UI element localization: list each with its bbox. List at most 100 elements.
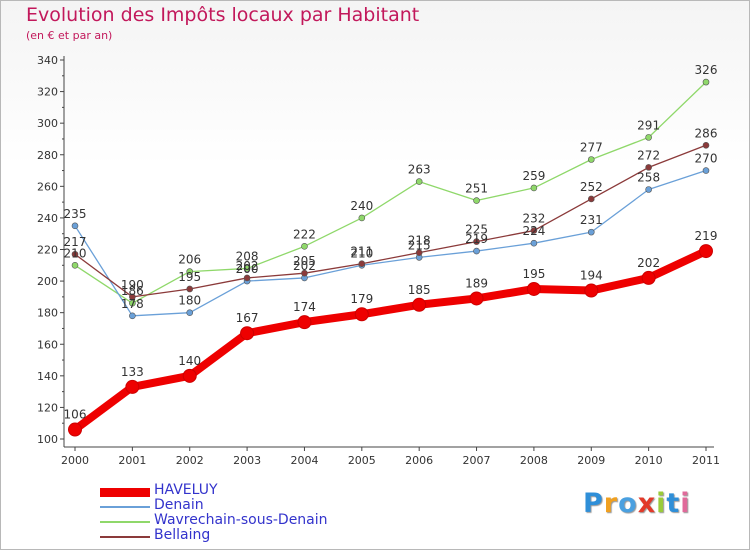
data-label-denain: 215 <box>408 238 431 252</box>
data-label-bellaing: 232 <box>522 212 545 226</box>
data-point-haveluy <box>526 281 541 296</box>
data-point-wavrechain-sous-denain <box>186 268 194 275</box>
series-line-haveluy <box>71 247 710 434</box>
data-label-denain: 200 <box>236 262 259 276</box>
data-label-haveluy: 185 <box>408 283 431 297</box>
y-tick-label: 180 <box>37 307 58 320</box>
logo-letter: r <box>603 488 619 519</box>
data-point-bellaing <box>587 195 595 203</box>
logo-letter: o <box>618 488 638 519</box>
logo-letter: t <box>666 488 681 519</box>
chart-title: Evolution des Impôts locaux par Habitant <box>26 4 420 26</box>
data-label-bellaing: 225 <box>465 223 488 237</box>
x-tick-label: 2008 <box>520 454 548 467</box>
x-tick-label: 2003 <box>233 454 261 467</box>
data-point-bellaing <box>415 249 423 256</box>
logo-letter: i <box>680 488 691 519</box>
data-label-wavrechain-sous-denain: 208 <box>236 249 259 263</box>
data-point-denain <box>473 247 480 255</box>
data-label-wavrechain-sous-denain: 210 <box>64 246 87 260</box>
data-point-wavrechain-sous-denain <box>415 178 423 185</box>
data-point-haveluy <box>297 315 312 330</box>
data-point-haveluy <box>412 297 427 312</box>
data-label-wavrechain-sous-denain: 240 <box>350 199 373 213</box>
data-point-bellaing <box>358 260 366 268</box>
y-tick-label: 240 <box>37 212 58 225</box>
series-line-wavrechain-sous-denain <box>74 81 707 304</box>
x-tick-label: 2006 <box>405 454 433 467</box>
y-tick-label: 260 <box>37 180 58 193</box>
series-line-denain <box>74 169 707 317</box>
legend-item-denain: Denain <box>100 497 400 515</box>
y-tick-label: 200 <box>37 275 58 288</box>
data-label-haveluy: 140 <box>178 354 201 368</box>
data-label-bellaing: 211 <box>350 245 373 259</box>
data-point-wavrechain-sous-denain <box>702 78 710 86</box>
logo-letter: x <box>637 488 657 519</box>
data-point-wavrechain-sous-denain <box>587 156 595 163</box>
data-label-denain: 210 <box>350 246 373 260</box>
y-tick-label: 100 <box>37 433 58 446</box>
data-point-bellaing <box>301 269 308 277</box>
data-label-bellaing: 217 <box>64 235 87 249</box>
x-tick-label: 2005 <box>348 454 376 467</box>
data-label-wavrechain-sous-denain: 251 <box>465 182 488 196</box>
data-label-denain: 178 <box>121 297 144 311</box>
legend-swatch-wavrechain <box>100 521 150 523</box>
x-tick-label: 2004 <box>290 454 318 467</box>
y-tick-label: 340 <box>37 54 58 67</box>
data-label-denain: 258 <box>637 170 660 184</box>
x-tick-label: 2010 <box>635 454 663 467</box>
legend-swatch-bellaing <box>100 536 150 538</box>
x-tick-label: 2009 <box>577 454 605 467</box>
data-point-bellaing <box>645 164 652 171</box>
data-label-haveluy: 179 <box>350 292 373 306</box>
data-point-haveluy <box>469 291 484 306</box>
data-label-denain: 235 <box>64 207 87 221</box>
data-point-haveluy <box>641 270 656 285</box>
data-label-denain: 231 <box>580 213 603 227</box>
data-point-haveluy <box>584 283 599 298</box>
data-point-denain <box>530 239 538 247</box>
x-tick-label: 2007 <box>463 454 491 467</box>
data-point-denain <box>129 312 136 320</box>
data-point-haveluy <box>68 422 82 437</box>
series-line-bellaing <box>74 144 707 298</box>
data-point-haveluy <box>182 368 197 383</box>
legend-item-bellaing: Bellaing <box>100 527 400 545</box>
data-label-bellaing: 195 <box>178 270 201 284</box>
data-label-haveluy: 167 <box>236 311 259 325</box>
y-tick-label: 300 <box>37 117 58 130</box>
legend-label-denain: Denain <box>154 497 204 513</box>
legend-label-bellaing: Bellaing <box>154 527 211 543</box>
data-label-bellaing: 205 <box>293 254 316 268</box>
data-point-haveluy <box>354 307 369 322</box>
data-point-haveluy <box>125 379 140 394</box>
y-tick-label: 140 <box>37 370 58 383</box>
x-tick-label: 2000 <box>61 454 89 467</box>
proxiti-logo: Proxiti <box>583 488 691 519</box>
data-label-bellaing: 218 <box>408 234 431 248</box>
logo-letter: P <box>583 488 604 519</box>
data-point-bellaing <box>243 274 251 282</box>
x-tick-label: 2002 <box>176 454 204 467</box>
chart-subtitle: (en € et par an) <box>26 29 113 42</box>
data-point-wavrechain-sous-denain <box>358 214 366 222</box>
legend-swatch-haveluy <box>100 488 150 497</box>
data-label-haveluy: 106 <box>64 408 87 422</box>
data-label-denain: 180 <box>178 294 201 308</box>
data-label-denain: 219 <box>465 232 488 246</box>
data-label-bellaing: 202 <box>236 259 259 273</box>
y-tick-label: 280 <box>37 149 58 162</box>
data-label-wavrechain-sous-denain: 326 <box>695 63 718 77</box>
data-point-bellaing <box>71 250 79 258</box>
data-label-bellaing: 286 <box>695 126 718 140</box>
data-point-wavrechain-sous-denain <box>301 243 308 250</box>
data-point-wavrechain-sous-denain <box>71 261 79 269</box>
data-point-denain <box>587 228 595 236</box>
data-point-denain <box>645 186 652 193</box>
data-point-denain <box>186 309 194 316</box>
data-label-wavrechain-sous-denain: 291 <box>637 118 660 132</box>
legend-item-wavrechain: Wavrechain-sous-Denain <box>100 512 400 530</box>
